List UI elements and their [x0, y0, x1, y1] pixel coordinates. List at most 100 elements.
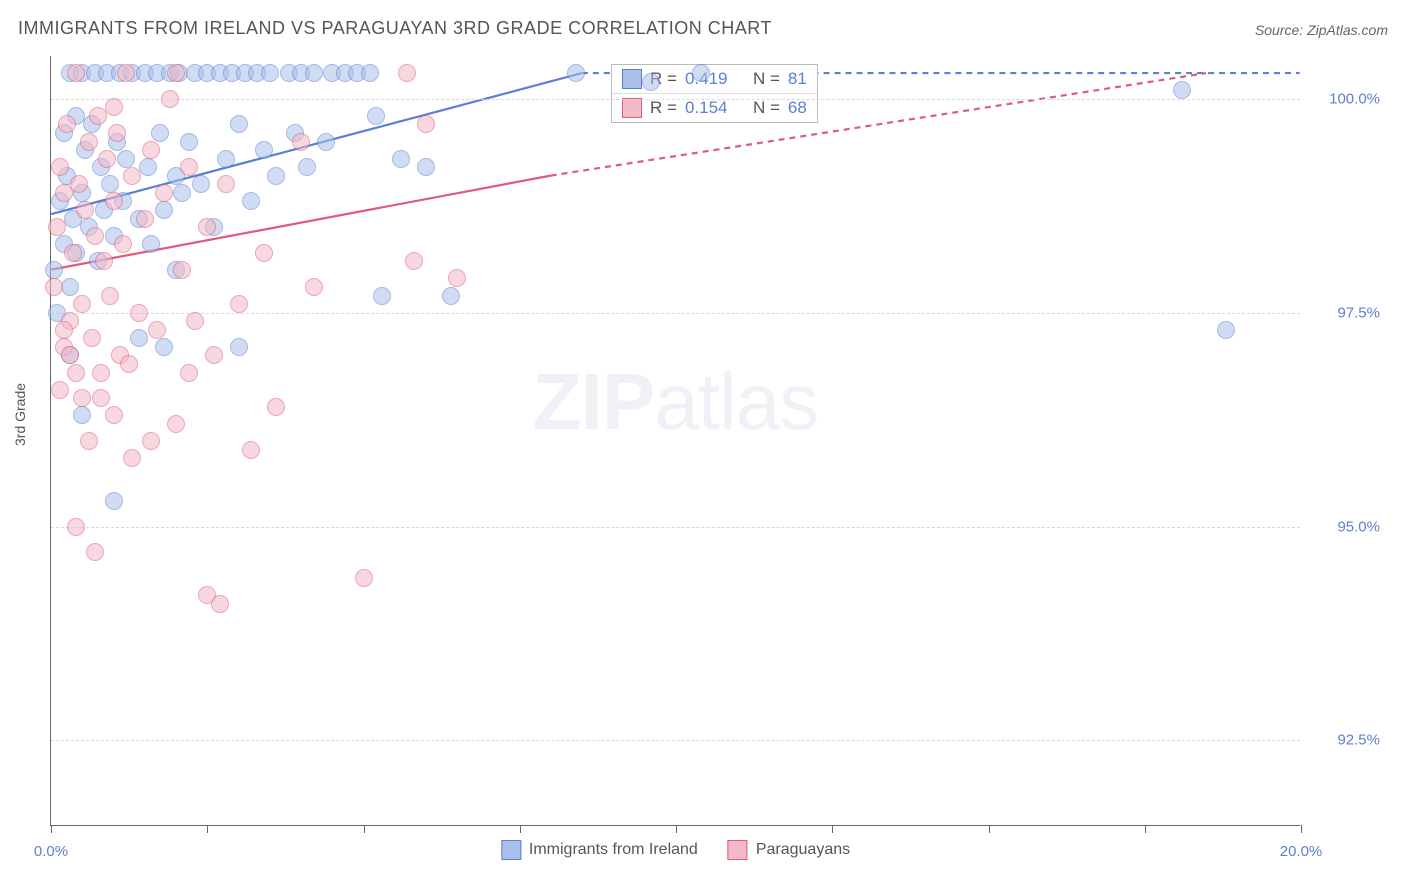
x-tick — [676, 825, 677, 833]
scatter-point — [58, 115, 76, 133]
scatter-point — [48, 218, 66, 236]
scatter-point — [123, 449, 141, 467]
scatter-point — [230, 115, 248, 133]
scatter-point — [642, 73, 660, 91]
scatter-point — [292, 133, 310, 151]
x-tick — [832, 825, 833, 833]
y-tick-label: 95.0% — [1310, 518, 1380, 535]
scatter-point — [155, 201, 173, 219]
scatter-point — [105, 98, 123, 116]
y-tick-label: 92.5% — [1310, 732, 1380, 749]
scatter-point — [173, 261, 191, 279]
scatter-point — [567, 64, 585, 82]
scatter-point — [51, 158, 69, 176]
watermark: ZIPatlas — [533, 356, 818, 448]
scatter-point — [317, 133, 335, 151]
scatter-point — [442, 287, 460, 305]
scatter-point — [242, 192, 260, 210]
y-tick-label: 100.0% — [1310, 90, 1380, 107]
legend-label: Immigrants from Ireland — [529, 841, 698, 859]
scatter-point — [392, 150, 410, 168]
scatter-point — [92, 389, 110, 407]
scatter-point — [192, 175, 210, 193]
scatter-point — [55, 321, 73, 339]
legend-label: Paraguayans — [756, 841, 850, 859]
gridline-horizontal — [51, 99, 1300, 100]
scatter-point — [95, 252, 113, 270]
scatter-point — [167, 64, 185, 82]
x-tick-label: 0.0% — [34, 843, 68, 860]
scatter-point — [70, 175, 88, 193]
scatter-point — [83, 329, 101, 347]
scatter-point — [1217, 321, 1235, 339]
y-tick-label: 97.5% — [1310, 304, 1380, 321]
x-tick — [1301, 825, 1302, 833]
source-attribution: Source: ZipAtlas.com — [1255, 22, 1388, 38]
x-tick — [520, 825, 521, 833]
y-axis-label: 3rd Grade — [12, 383, 28, 446]
scatter-point — [101, 175, 119, 193]
trend-lines-svg — [51, 56, 1300, 825]
scatter-point — [73, 389, 91, 407]
scatter-point — [217, 175, 235, 193]
scatter-point — [142, 235, 160, 253]
scatter-point — [45, 278, 63, 296]
scatter-point — [92, 364, 110, 382]
plot-area: ZIPatlas R =0.419 N = 81R =0.154 N = 68 … — [50, 56, 1300, 826]
scatter-point — [139, 158, 157, 176]
scatter-point — [114, 235, 132, 253]
scatter-point — [136, 210, 154, 228]
scatter-point — [130, 329, 148, 347]
scatter-point — [180, 364, 198, 382]
bottom-legend-item: Paraguayans — [728, 840, 850, 860]
scatter-point — [105, 492, 123, 510]
gridline-horizontal — [51, 527, 1300, 528]
legend-swatch — [622, 69, 642, 89]
x-tick — [207, 825, 208, 833]
scatter-point — [155, 184, 173, 202]
scatter-point — [361, 64, 379, 82]
scatter-point — [205, 346, 223, 364]
scatter-point — [230, 338, 248, 356]
scatter-point — [373, 287, 391, 305]
scatter-point — [198, 218, 216, 236]
bottom-legend-item: Immigrants from Ireland — [501, 840, 698, 860]
scatter-point — [417, 158, 435, 176]
scatter-point — [64, 244, 82, 262]
watermark-light: atlas — [654, 357, 818, 446]
scatter-point — [130, 304, 148, 322]
x-tick — [1145, 825, 1146, 833]
scatter-point — [80, 133, 98, 151]
n-value: 81 — [788, 69, 807, 89]
scatter-point — [261, 64, 279, 82]
x-tick — [51, 825, 52, 833]
watermark-bold: ZIP — [533, 357, 654, 446]
scatter-point — [123, 167, 141, 185]
x-tick-label: 20.0% — [1280, 843, 1323, 860]
scatter-point — [45, 261, 63, 279]
scatter-point — [305, 64, 323, 82]
n-label: N = — [753, 69, 780, 89]
scatter-point — [180, 158, 198, 176]
scatter-point — [161, 90, 179, 108]
scatter-point — [398, 64, 416, 82]
scatter-point — [98, 150, 116, 168]
x-tick — [364, 825, 365, 833]
scatter-point — [298, 158, 316, 176]
n-value: 68 — [788, 98, 807, 118]
scatter-point — [86, 227, 104, 245]
scatter-point — [117, 64, 135, 82]
scatter-point — [67, 518, 85, 536]
scatter-point — [267, 398, 285, 416]
scatter-point — [417, 115, 435, 133]
scatter-point — [230, 295, 248, 313]
scatter-point — [86, 543, 104, 561]
r-value: 0.154 — [685, 98, 728, 118]
scatter-point — [67, 364, 85, 382]
scatter-point — [173, 184, 191, 202]
scatter-point — [405, 252, 423, 270]
scatter-point — [267, 167, 285, 185]
x-tick — [989, 825, 990, 833]
scatter-point — [211, 595, 229, 613]
scatter-point — [148, 321, 166, 339]
